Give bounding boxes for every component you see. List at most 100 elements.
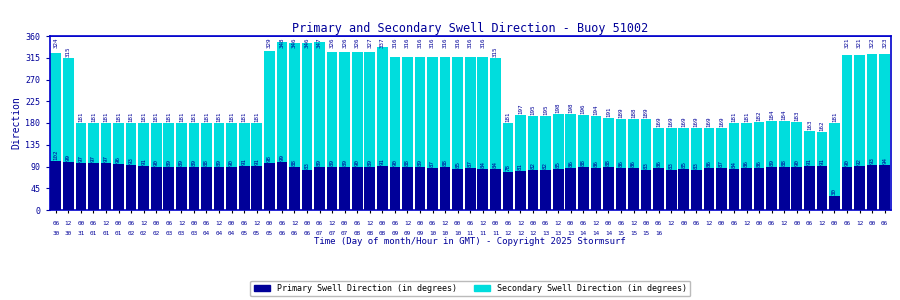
Text: 14: 14 bbox=[605, 231, 612, 236]
Bar bbox=[164, 122, 175, 210]
Text: 316: 316 bbox=[405, 38, 410, 48]
Bar bbox=[816, 166, 827, 210]
Text: 06: 06 bbox=[617, 221, 625, 226]
Text: 06: 06 bbox=[580, 221, 587, 226]
Text: 12: 12 bbox=[742, 221, 751, 226]
Bar bbox=[189, 122, 199, 210]
Text: 83: 83 bbox=[694, 162, 698, 169]
Text: 89: 89 bbox=[367, 159, 373, 166]
Text: 09: 09 bbox=[392, 231, 399, 236]
Text: 86: 86 bbox=[656, 160, 662, 167]
Bar bbox=[339, 167, 350, 210]
Bar bbox=[302, 43, 312, 210]
Text: 82: 82 bbox=[530, 162, 536, 169]
Text: 07: 07 bbox=[341, 231, 348, 236]
Text: 88: 88 bbox=[443, 160, 447, 167]
Text: 91: 91 bbox=[254, 158, 259, 165]
Text: 169: 169 bbox=[719, 117, 724, 127]
Bar bbox=[641, 119, 652, 210]
Text: 04: 04 bbox=[215, 231, 222, 236]
Bar bbox=[202, 122, 211, 210]
Text: 05: 05 bbox=[240, 231, 248, 236]
Text: 316: 316 bbox=[443, 38, 447, 48]
Bar bbox=[515, 171, 526, 210]
Bar bbox=[402, 57, 413, 210]
Text: 12: 12 bbox=[178, 221, 185, 226]
Bar bbox=[754, 122, 764, 210]
Text: 86: 86 bbox=[757, 160, 761, 167]
Text: 99: 99 bbox=[279, 154, 284, 161]
Bar bbox=[804, 131, 814, 210]
Text: 12: 12 bbox=[630, 221, 637, 226]
Bar bbox=[766, 167, 777, 210]
Text: 12: 12 bbox=[818, 221, 825, 226]
Text: 06: 06 bbox=[354, 221, 361, 226]
Text: 07: 07 bbox=[328, 231, 336, 236]
Text: 00: 00 bbox=[718, 221, 725, 226]
Bar bbox=[653, 168, 664, 210]
Bar bbox=[867, 54, 877, 210]
Bar bbox=[453, 57, 463, 210]
Text: 321: 321 bbox=[857, 38, 862, 48]
Text: 181: 181 bbox=[166, 111, 171, 122]
Text: 84: 84 bbox=[732, 161, 736, 168]
Bar bbox=[679, 128, 689, 210]
Bar bbox=[63, 162, 74, 210]
Text: 30: 30 bbox=[52, 231, 59, 236]
Text: 00: 00 bbox=[190, 221, 198, 226]
Bar bbox=[352, 167, 363, 210]
Bar bbox=[854, 55, 865, 210]
Bar bbox=[490, 58, 500, 210]
Bar bbox=[590, 168, 601, 210]
Text: 30: 30 bbox=[832, 188, 837, 194]
Text: 06: 06 bbox=[303, 231, 310, 236]
Text: 182: 182 bbox=[757, 111, 761, 121]
Bar bbox=[402, 167, 413, 210]
Bar bbox=[390, 57, 400, 210]
Text: 06: 06 bbox=[731, 221, 738, 226]
Text: 89: 89 bbox=[342, 159, 347, 166]
Bar bbox=[189, 167, 199, 210]
Bar bbox=[791, 122, 802, 210]
Y-axis label: Direction: Direction bbox=[12, 97, 22, 149]
Bar bbox=[352, 52, 363, 210]
Bar bbox=[76, 163, 86, 210]
Text: 337: 337 bbox=[380, 38, 385, 48]
Bar bbox=[754, 168, 764, 210]
Text: 06: 06 bbox=[693, 221, 700, 226]
Text: 181: 181 bbox=[230, 111, 234, 122]
Text: 346: 346 bbox=[304, 38, 310, 48]
Text: 02: 02 bbox=[128, 231, 135, 236]
Text: 316: 316 bbox=[481, 38, 485, 48]
Bar bbox=[628, 168, 639, 210]
Text: 195: 195 bbox=[543, 104, 548, 115]
Text: 87: 87 bbox=[430, 160, 435, 167]
Text: 316: 316 bbox=[455, 38, 460, 48]
Text: 06: 06 bbox=[768, 221, 775, 226]
Bar bbox=[742, 168, 751, 210]
Text: 181: 181 bbox=[78, 111, 84, 122]
Text: 31: 31 bbox=[77, 231, 85, 236]
Text: 12: 12 bbox=[592, 221, 599, 226]
Text: 00: 00 bbox=[417, 221, 424, 226]
Text: 169: 169 bbox=[669, 117, 674, 127]
Text: 12: 12 bbox=[291, 221, 298, 226]
Text: 326: 326 bbox=[342, 38, 347, 48]
Bar bbox=[314, 42, 325, 210]
Text: 183: 183 bbox=[795, 110, 799, 121]
Bar bbox=[603, 118, 614, 210]
Text: 06: 06 bbox=[90, 221, 97, 226]
Text: 12: 12 bbox=[103, 221, 110, 226]
Text: 181: 181 bbox=[242, 111, 247, 122]
Text: 85: 85 bbox=[681, 161, 687, 168]
Bar bbox=[502, 172, 513, 210]
Bar bbox=[238, 166, 249, 210]
Text: 181: 181 bbox=[179, 111, 184, 122]
Bar bbox=[176, 122, 186, 210]
Text: 91: 91 bbox=[380, 158, 385, 165]
Text: 00: 00 bbox=[868, 221, 876, 226]
Text: 88: 88 bbox=[606, 160, 611, 167]
Text: 12: 12 bbox=[366, 221, 373, 226]
Text: 00: 00 bbox=[341, 221, 348, 226]
Text: 07: 07 bbox=[316, 231, 323, 236]
